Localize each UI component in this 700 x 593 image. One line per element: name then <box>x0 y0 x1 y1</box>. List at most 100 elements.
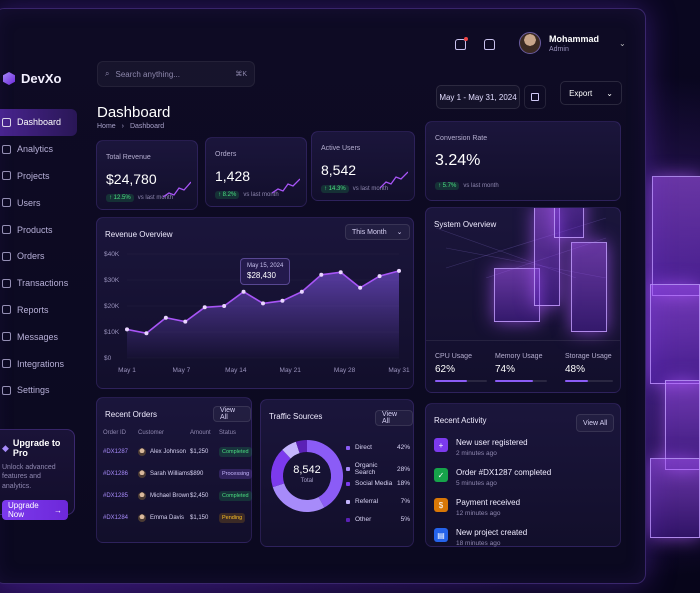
bell-icon[interactable] <box>455 37 468 50</box>
traffic-legend-item: Organic Search 28% <box>346 462 410 476</box>
calendar-icon <box>531 93 539 101</box>
legend-label: Other <box>355 516 372 523</box>
user-menu[interactable]: Mohammad Admin ⌄ <box>519 32 626 54</box>
sidebar-item-label: Integrations <box>17 358 65 369</box>
chevron-down-icon: ⌄ <box>396 229 403 236</box>
activity-time: 12 minutes ago <box>456 510 501 517</box>
avatar <box>519 32 541 54</box>
activity-title: Recent Activity <box>434 416 487 425</box>
sidebar-item-integrations[interactable]: Integrations <box>0 350 81 377</box>
gear-icon <box>2 385 11 395</box>
traffic-total: 8,542 <box>293 464 321 476</box>
donut-slice <box>271 449 291 488</box>
sidebar-item-orders[interactable]: Orders <box>0 243 81 270</box>
order-customer: Emma Davis <box>138 514 190 522</box>
status-badge: Completed <box>219 491 252 501</box>
dashboard-window: DevXo Dashboard Analytics Projects Users… <box>0 8 646 584</box>
kpi-value: 8,542 <box>321 162 357 178</box>
sidebar-item-label: Transactions <box>17 278 69 289</box>
table-row[interactable]: #DX1285 Michael Brown $2,450 Completed <box>103 491 255 501</box>
progress-bar <box>435 380 487 382</box>
date-range-picker[interactable]: May 1 - May 31, 2024 <box>436 85 520 109</box>
cart-icon <box>2 251 11 261</box>
activity-title: Order #DX1287 completed <box>456 468 552 477</box>
sidebar-item-settings[interactable]: Settings <box>0 377 81 404</box>
upgrade-button[interactable]: Upgrade Now → <box>2 500 68 521</box>
chevron-down-icon: ⌄ <box>619 38 626 48</box>
legend-value: 42% <box>396 444 410 451</box>
sidebar-item-analytics[interactable]: Analytics <box>0 136 81 163</box>
chevron-down-icon: ⌄ <box>606 88 613 98</box>
view-all-orders-button[interactable]: View All <box>213 406 251 422</box>
export-button[interactable]: Export ⌄ <box>560 81 622 105</box>
activity-item[interactable]: $ Payment received 12 minutes ago <box>434 498 520 517</box>
search-bar[interactable]: ⌕ Search anything... ⌘K <box>97 61 255 87</box>
status-badge: Pending <box>219 513 246 523</box>
check-icon: ✓ <box>434 468 448 482</box>
breadcrumb-home[interactable]: Home <box>97 123 116 130</box>
order-id[interactable]: #DX1284 <box>103 515 129 521</box>
activity-item[interactable]: + New user registered 2 minutes ago <box>434 438 528 457</box>
mail-icon[interactable] <box>484 39 495 50</box>
sidebar-item-messages[interactable]: Messages <box>0 323 81 350</box>
status-badge: Completed <box>219 447 252 457</box>
activity-title: New project created <box>456 528 528 537</box>
activity-time: 18 minutes ago <box>456 540 501 547</box>
table-row[interactable]: #DX1286 Sarah Williams $890 Processing <box>103 469 255 479</box>
activity-item[interactable]: ▤ New project created 18 minutes ago <box>434 528 527 547</box>
traffic-legend-item: Direct 42% <box>346 444 410 451</box>
sidebar-item-products[interactable]: Products <box>0 216 81 243</box>
app-name: DevXo <box>21 71 62 86</box>
legend-swatch <box>346 499 350 504</box>
system-title: System Overview <box>434 220 497 229</box>
logo-icon <box>3 72 15 85</box>
cpu-usage: CPU Usage 62% <box>435 353 487 382</box>
legend-label: Direct <box>355 444 372 451</box>
data-point <box>261 301 265 306</box>
kpi-value: $24,780 <box>106 171 157 187</box>
sidebar-item-transactions[interactable]: Transactions <box>0 270 81 297</box>
donut-center: 8,542 Total <box>267 464 347 484</box>
sidebar-item-reports[interactable]: Reports <box>0 297 81 324</box>
sidebar-item-users[interactable]: Users <box>0 189 81 216</box>
table-row[interactable]: #DX1284 Emma Davis $1,150 Pending <box>103 513 255 523</box>
sidebar-nav: Dashboard Analytics Projects Users Produ… <box>0 109 81 404</box>
x-tick-label: May 28 <box>334 367 356 374</box>
avatar <box>138 470 146 478</box>
folder-icon <box>2 171 11 181</box>
sidebar-item-label: Dashboard <box>17 117 62 128</box>
legend-swatch <box>346 481 350 486</box>
home-icon <box>2 117 11 127</box>
avatar <box>138 514 146 522</box>
traffic-legend-item: Referral 7% <box>346 498 410 505</box>
kpi-delta: ↑ 14.3% vs last month <box>321 185 388 193</box>
order-customer: Alex Johnson <box>138 448 190 456</box>
search-input[interactable]: Search anything... <box>115 69 180 79</box>
traffic-total-label: Total <box>300 478 314 484</box>
calendar-button[interactable] <box>524 85 546 109</box>
order-id[interactable]: #DX1285 <box>103 493 129 499</box>
tooltip-value: $28,430 <box>247 271 276 280</box>
table-row[interactable]: #DX1287 Alex Johnson $1,250 Completed <box>103 447 255 457</box>
view-all-activity-button[interactable]: View All <box>576 414 615 432</box>
revenue-area <box>127 270 399 358</box>
legend-label: Referral <box>355 498 379 505</box>
view-all-traffic-button[interactable]: View All <box>375 410 413 426</box>
activity-item[interactable]: ✓ Order #DX1287 completed 5 minutes ago <box>434 468 551 487</box>
sidebar-item-dashboard[interactable]: Dashboard <box>0 109 77 136</box>
order-amount: $1,250 <box>190 449 209 455</box>
range-select[interactable]: This Month ⌄ <box>345 224 410 240</box>
folder-icon: ▤ <box>434 528 448 542</box>
memory-usage: Memory Usage 74% <box>495 353 547 382</box>
traffic-donut-chart <box>271 440 343 512</box>
donut-slice <box>282 441 300 459</box>
sidebar-item-projects[interactable]: Projects <box>0 163 81 190</box>
progress-bar <box>565 380 613 382</box>
x-tick-label: May 31 <box>388 367 410 374</box>
logo[interactable]: DevXo <box>3 71 61 86</box>
data-point <box>144 331 149 336</box>
order-id[interactable]: #DX1287 <box>103 449 129 455</box>
data-point <box>202 305 207 310</box>
legend-swatch <box>346 517 350 522</box>
order-id[interactable]: #DX1286 <box>103 471 129 477</box>
